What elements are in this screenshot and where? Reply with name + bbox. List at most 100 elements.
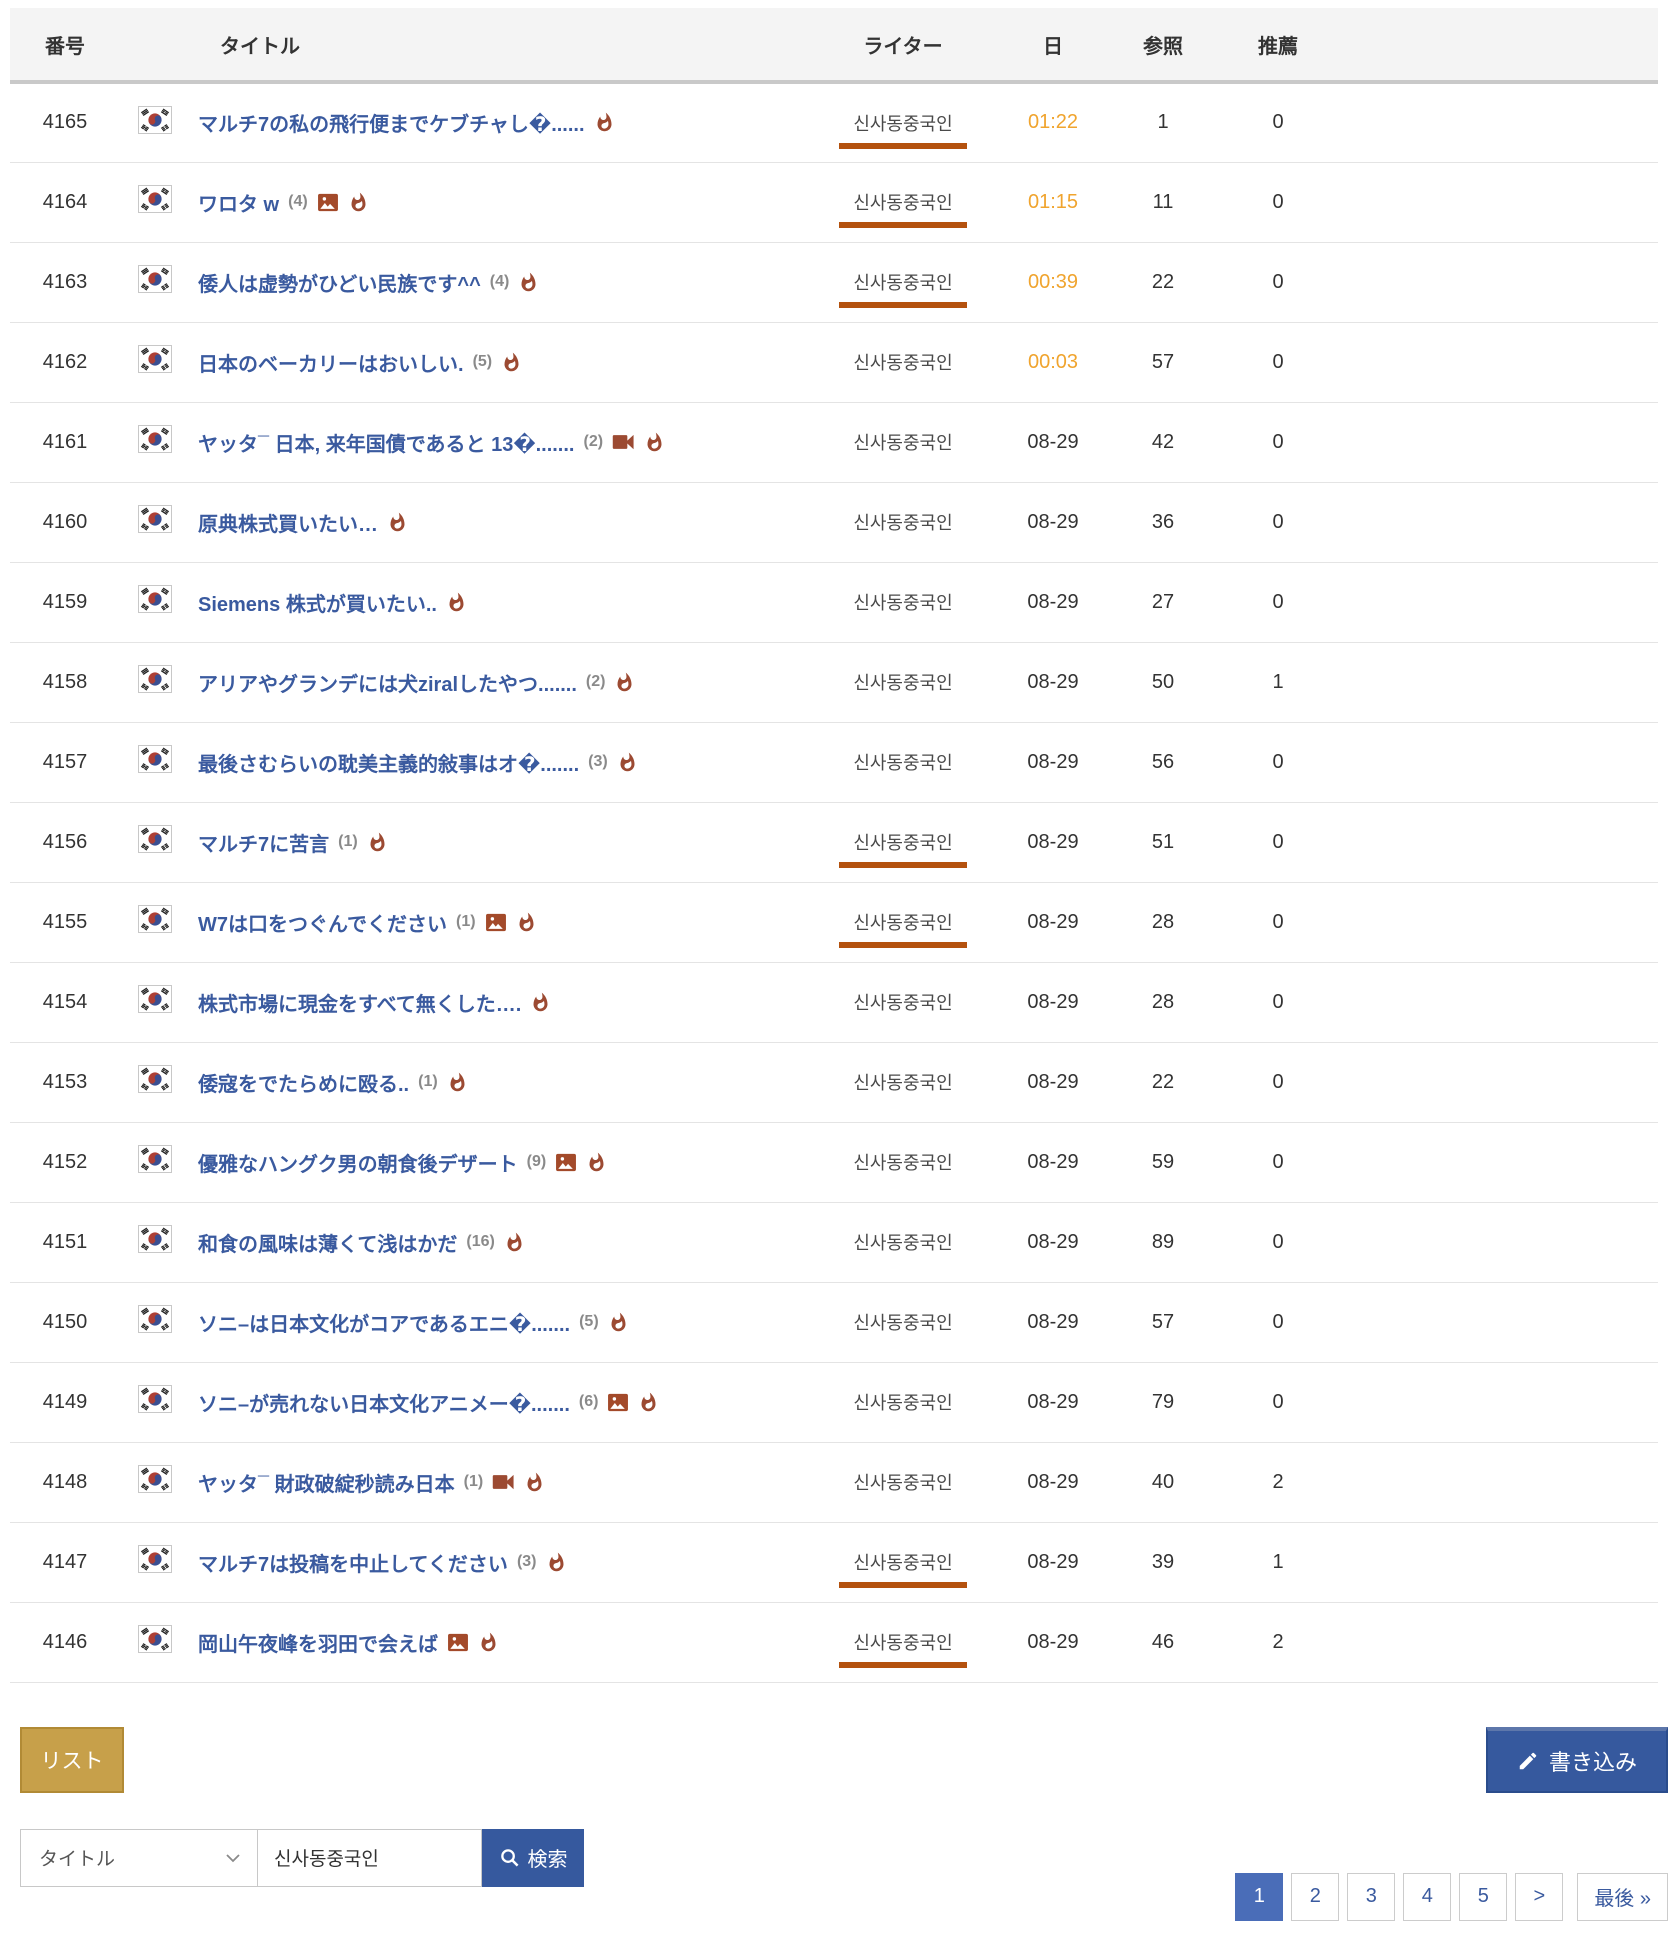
search-category-select[interactable]: タイトル	[20, 1828, 258, 1887]
writer-name[interactable]: 신사동중국인	[839, 909, 968, 948]
post-title-link[interactable]: 倭寇をでたらめに殴る..	[198, 1073, 410, 1096]
writer-name[interactable]: 신사동중국인	[853, 593, 953, 613]
list-button[interactable]: リスト	[20, 1726, 124, 1793]
search-icon	[499, 1847, 520, 1868]
korea-flag-icon	[138, 105, 172, 134]
page-next-button[interactable]: >	[1515, 1872, 1564, 1921]
post-title-link[interactable]: マルチ7は投稿を中止してください	[198, 1553, 508, 1576]
writer-name[interactable]: 신사동중국인	[839, 1549, 968, 1588]
image-icon	[607, 1393, 629, 1412]
post-date: 08-29	[1027, 430, 1079, 453]
post-title-link[interactable]: 岡山午夜峰を羽田で会えば	[198, 1633, 438, 1656]
row-spacer	[1338, 1362, 1658, 1442]
writer-name[interactable]: 신사동중국인	[853, 1393, 953, 1413]
row-spacer	[1338, 1282, 1658, 1362]
page-button-1[interactable]: 1	[1235, 1872, 1284, 1921]
post-title-link[interactable]: マルチ7に苦言	[198, 833, 330, 856]
col-header-writer: ライター	[808, 8, 998, 84]
search-button[interactable]: 検索	[482, 1828, 584, 1887]
fire-icon	[478, 1632, 499, 1653]
comment-count: (1)	[463, 1473, 484, 1490]
writer-name[interactable]: 신사동중국인	[853, 1233, 953, 1253]
writer-name[interactable]: 신사동중국인	[853, 673, 953, 693]
post-title-link[interactable]: 優雅なハングク男の朝食後デザート	[198, 1153, 518, 1176]
post-recommend: 0	[1272, 111, 1284, 134]
writer-name[interactable]: 신사동중국인	[853, 753, 953, 773]
image-icon	[447, 1633, 469, 1652]
post-title-link[interactable]: Siemens 株式が買いたい..	[198, 593, 437, 616]
writer-cell: 신사동중국인	[808, 482, 998, 562]
row-spacer	[1338, 962, 1658, 1042]
post-recommend: 0	[1272, 1390, 1284, 1413]
post-title-link[interactable]: 日本のベーカリーはおいしい.	[198, 353, 464, 376]
page-button-4[interactable]: 4	[1403, 1872, 1452, 1921]
writer-name[interactable]: 신사동중국인	[839, 269, 968, 308]
table-row: 4163	[10, 242, 1658, 322]
post-title-link[interactable]: マルチ7の私の飛行便までケブチャし�......	[198, 114, 585, 137]
writer-name[interactable]: 신사동중국인	[853, 1153, 953, 1173]
writer-name[interactable]: 신사동중국인	[839, 1629, 968, 1668]
comment-count: (6)	[578, 1393, 599, 1410]
post-number: 4153	[42, 1070, 88, 1093]
title-cell: 日本のベーカリーはおいしい. (5)	[190, 322, 808, 402]
writer-name[interactable]: 신사동중국인	[853, 1073, 953, 1093]
writer-name[interactable]: 신사동중국인	[853, 433, 953, 453]
post-date: 08-29	[1027, 910, 1079, 933]
page-last-button[interactable]: 最後 »	[1577, 1872, 1668, 1921]
post-title-link[interactable]: 倭人は虚勢がひどい民族です^^	[198, 273, 481, 296]
writer-name[interactable]: 신사동중국인	[839, 189, 968, 228]
search-input[interactable]	[258, 1828, 482, 1887]
post-title-link[interactable]: ソニ–は日本文化がコアであるエニ�.......	[198, 1313, 571, 1336]
writer-name[interactable]: 신사동중국인	[853, 1473, 953, 1493]
writer-name[interactable]: 신사동중국인	[839, 829, 968, 868]
title-cell: 最後さむらいの耽美主義的敍事はオ�....... (3)	[190, 722, 808, 802]
post-title-link[interactable]: ワロタ w	[198, 193, 280, 216]
write-button[interactable]: 書き込み	[1486, 1726, 1668, 1793]
post-title-link[interactable]: ヤッタ¯ 財政破綻秒読み日本	[198, 1473, 455, 1496]
writer-name[interactable]: 신사동중국인	[853, 993, 953, 1013]
board-rows: 4165	[10, 82, 1658, 1682]
image-icon	[485, 913, 507, 932]
writer-cell: 신사동중국인	[808, 82, 998, 162]
table-row: 4156	[10, 802, 1658, 882]
title-cell: 株式市場に現金をすべて無くした….	[190, 962, 808, 1042]
post-title-link[interactable]: 株式市場に現金をすべて無くした….	[198, 993, 522, 1016]
post-recommend: 1	[1272, 670, 1284, 693]
post-title-link[interactable]: 最後さむらいの耽美主義的敍事はオ�.......	[198, 753, 580, 776]
post-views: 89	[1151, 1230, 1175, 1253]
post-date: 08-29	[1027, 830, 1079, 853]
post-number: 4149	[42, 1390, 88, 1413]
writer-name[interactable]: 신사동중국인	[853, 513, 953, 533]
post-title-link[interactable]: ソニ–が売れない日本文化アニメー�.......	[198, 1393, 570, 1416]
table-row: 4151	[10, 1202, 1658, 1282]
korea-flag-icon	[138, 345, 172, 373]
post-title-link[interactable]: 和食の風味は薄くて浅はかだ	[198, 1233, 458, 1256]
table-row: 4157	[10, 722, 1658, 802]
post-date: 08-29	[1027, 990, 1079, 1013]
post-number: 4147	[42, 1550, 88, 1573]
flag-cell	[120, 882, 190, 962]
video-icon	[612, 434, 635, 450]
writer-name[interactable]: 신사동중국인	[853, 1313, 953, 1333]
comment-count: (4)	[288, 193, 308, 210]
post-title-link[interactable]: W7は口をつぐんでください	[198, 913, 447, 936]
post-title-link[interactable]: 原典株式買いたい…	[198, 513, 378, 536]
post-date: 08-29	[1027, 1550, 1079, 1573]
page-button-2[interactable]: 2	[1291, 1872, 1340, 1921]
flag-cell	[120, 242, 190, 322]
post-recommend: 0	[1272, 510, 1284, 533]
post-recommend: 0	[1272, 430, 1284, 453]
table-row: 4149	[10, 1362, 1658, 1442]
col-header-recommend: 推薦	[1218, 8, 1338, 84]
post-number: 4160	[42, 510, 88, 533]
comment-count: (1)	[418, 1073, 438, 1090]
post-title-link[interactable]: ヤッタ¯ 日本, 来年国債であると 13�.......	[198, 433, 575, 456]
post-title-link[interactable]: アリアやグランデには犬ziralしたやつ.......	[198, 673, 577, 696]
post-recommend: 0	[1272, 190, 1284, 213]
post-views: 42	[1151, 430, 1175, 453]
writer-name[interactable]: 신사동중국인	[839, 110, 968, 149]
page-button-3[interactable]: 3	[1347, 1872, 1396, 1921]
writer-name[interactable]: 신사동중국인	[853, 353, 953, 373]
page-button-5[interactable]: 5	[1459, 1872, 1508, 1921]
post-date: 08-29	[1027, 1630, 1079, 1653]
